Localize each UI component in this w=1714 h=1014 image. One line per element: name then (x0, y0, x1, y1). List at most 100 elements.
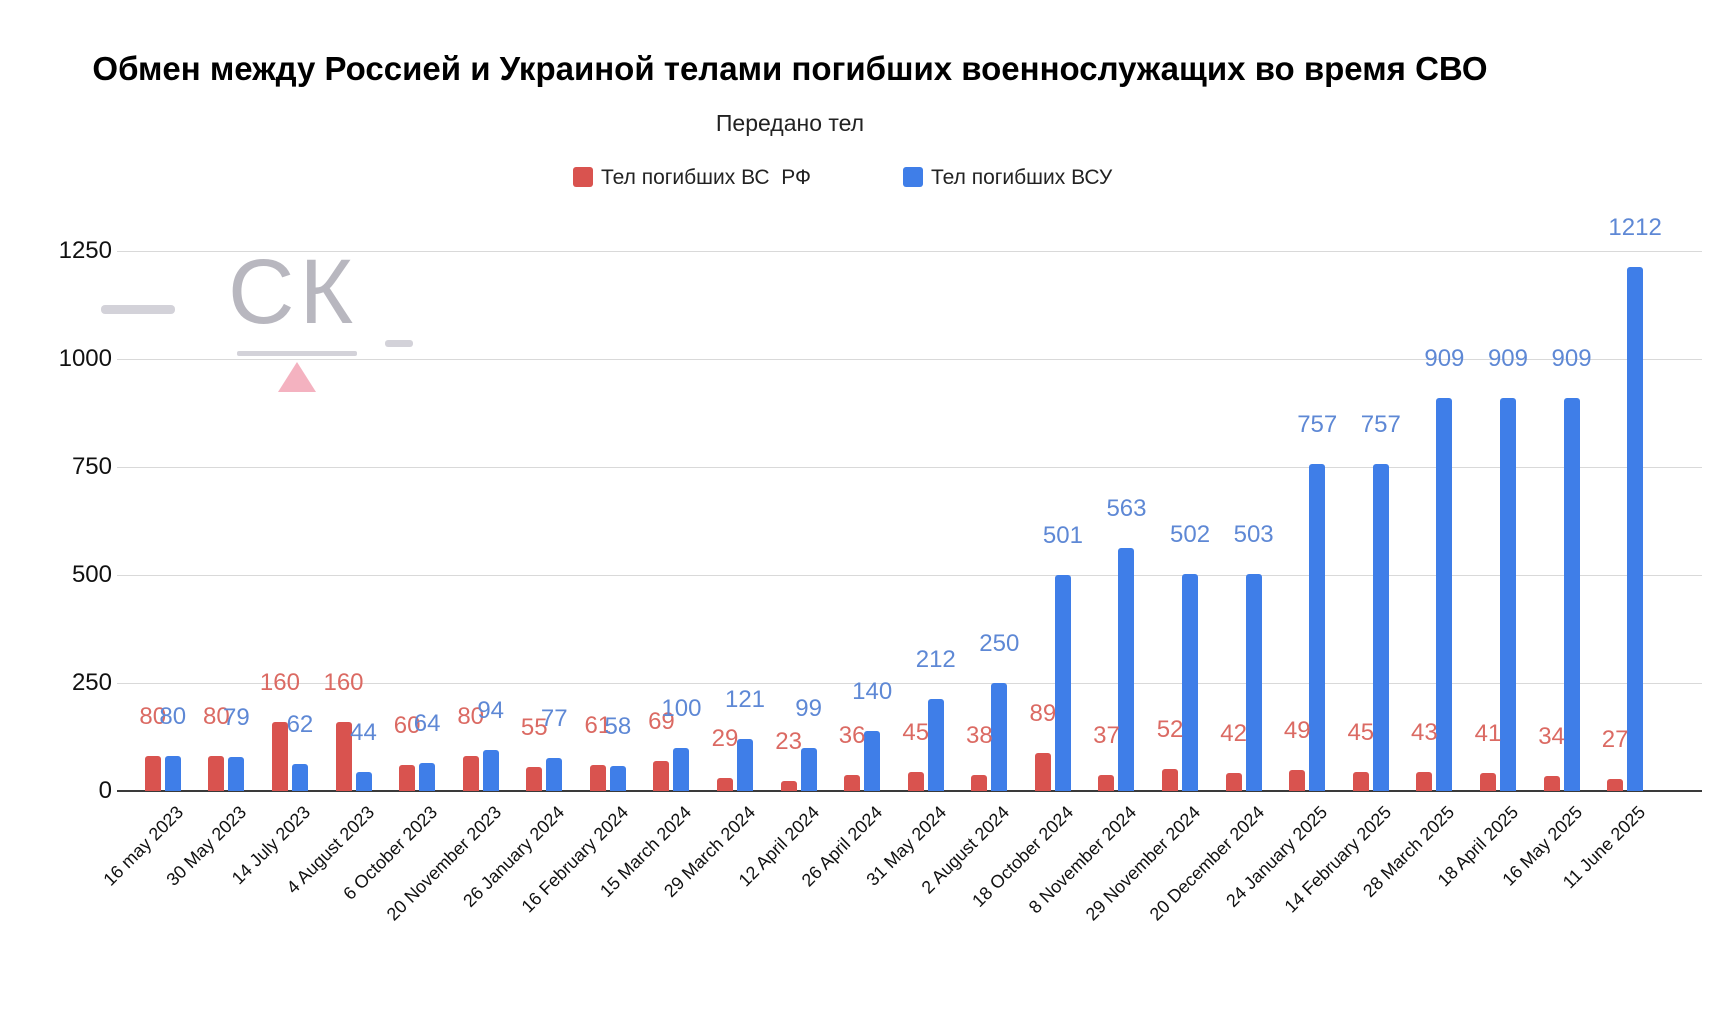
bar-vsu (991, 683, 1008, 791)
bar-label-vsu: 44 (350, 718, 377, 746)
bar-rf (1098, 775, 1115, 791)
bar-label-rf: 23 (775, 728, 802, 756)
bar-label-vsu: 909 (1424, 345, 1465, 373)
bar-label-vsu: 563 (1106, 494, 1147, 522)
gridline (117, 359, 1702, 360)
watermark-triangle-icon (278, 362, 316, 392)
gridline (117, 683, 1702, 684)
bar-rf (844, 775, 861, 791)
gridline (117, 251, 1702, 252)
bar-rf (1352, 771, 1369, 791)
bar-vsu (927, 699, 944, 791)
bar-label-vsu: 94 (477, 697, 505, 725)
watermark-right-dash (385, 340, 413, 347)
bar-label-rf: 42 (1220, 719, 1247, 747)
bar-label-vsu: 58 (604, 712, 632, 740)
bar-vsu (1499, 398, 1516, 791)
bar-rf (1225, 772, 1242, 791)
bar-label-rf: 55 (520, 714, 548, 742)
watermark-underline (237, 351, 357, 356)
bar-rf (271, 721, 288, 791)
bar-vsu (482, 750, 499, 791)
bar-label-rf: 36 (838, 722, 866, 750)
bar-rf (1416, 772, 1433, 791)
bar-label-rf: 160 (259, 668, 300, 696)
bar-rf (208, 756, 225, 791)
bar-label-rf: 38 (965, 721, 993, 749)
bar-vsu (673, 747, 690, 791)
bar-vsu (1309, 463, 1326, 791)
bar-label-vsu: 212 (915, 646, 956, 674)
bar-vsu (164, 756, 181, 791)
bar-vsu (1372, 463, 1389, 791)
bar-rf (1479, 773, 1496, 791)
bar-rf (1543, 776, 1560, 791)
bar-vsu (800, 748, 817, 791)
bar-label-vsu: 140 (852, 677, 893, 705)
bar-label-vsu: 909 (1551, 345, 1592, 373)
bar-label-vsu: 80 (159, 703, 187, 731)
bar-vsu (228, 756, 245, 791)
bar-label-rf: 80 (139, 703, 167, 731)
bar-label-rf: 34 (1538, 723, 1565, 751)
bar-label-vsu: 121 (724, 685, 766, 713)
bar-label-vsu: 99 (795, 695, 822, 723)
y-tick-label: 500 (71, 561, 112, 588)
bar-vsu (1436, 398, 1453, 791)
chart-subtitle: Передано тел (715, 110, 865, 136)
bar-label-rf: 45 (902, 718, 930, 746)
legend-swatch-rf (573, 167, 593, 187)
bar-label-rf: 37 (1093, 722, 1120, 750)
bar-label-vsu: 502 (1170, 521, 1211, 549)
bar-vsu (546, 757, 563, 791)
watermark-text: СК (228, 241, 359, 343)
legend-swatch-vsu (903, 167, 923, 187)
bar-rf (526, 767, 543, 791)
bar-rf (653, 761, 670, 791)
bar-label-vsu: 757 (1297, 410, 1338, 438)
gridline (117, 575, 1702, 576)
bar-label-vsu: 909 (1487, 345, 1528, 373)
bar-label-rf: 160 (323, 668, 364, 696)
y-tick-label: 250 (71, 669, 112, 696)
bar-label-rf: 43 (1411, 719, 1438, 747)
bar-label-rf: 69 (648, 708, 675, 736)
bar-vsu (419, 763, 436, 791)
bar-vsu (1627, 267, 1644, 791)
bar-label-rf: 61 (584, 711, 612, 739)
watermark-left-dash (101, 305, 175, 314)
bar-label-rf: 60 (393, 712, 421, 740)
page-title: Обмен между Россией и Украиной телами по… (92, 50, 1488, 87)
bar-rf (1607, 779, 1624, 791)
bar-label-rf: 45 (1347, 718, 1375, 746)
bar-vsu (1245, 573, 1262, 791)
y-tick-label: 1000 (58, 345, 112, 372)
bar-label-rf: 80 (203, 703, 230, 731)
bar-label-rf: 49 (1283, 716, 1311, 744)
y-tick-label: 0 (98, 777, 112, 804)
bar-rf (462, 756, 479, 791)
bar-rf (1289, 769, 1306, 791)
bar-label-vsu: 77 (540, 704, 568, 732)
y-tick-label: 750 (71, 453, 112, 480)
bar-label-rf: 29 (711, 725, 739, 753)
bar-rf (399, 765, 416, 791)
bar-rf (1162, 768, 1179, 791)
bar-rf (971, 774, 988, 791)
bar-vsu (1563, 398, 1580, 791)
bar-label-rf: 52 (1156, 715, 1184, 743)
bar-vsu (291, 764, 308, 791)
bar-rf (780, 781, 797, 791)
bar-vsu (1118, 547, 1135, 791)
bar-label-vsu: 501 (1042, 521, 1083, 549)
bar-label-vsu: 64 (413, 710, 441, 738)
y-tick-label: 1250 (58, 237, 112, 264)
bar-label-rf: 89 (1029, 699, 1057, 727)
bar-rf (717, 778, 733, 791)
x-axis-line (117, 790, 1702, 792)
bar-rf (1034, 752, 1051, 791)
bar-label-vsu: 757 (1360, 410, 1401, 438)
bar-rf (907, 771, 924, 791)
